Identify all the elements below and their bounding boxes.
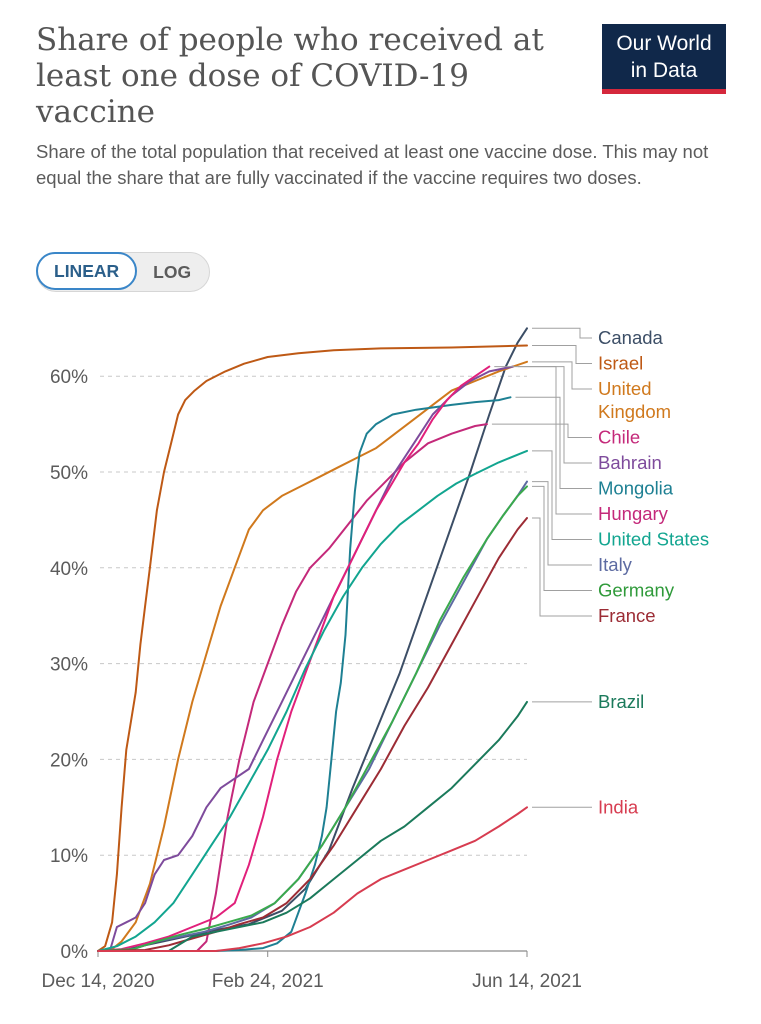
legend-connector	[517, 366, 592, 464]
linear-scale-button[interactable]: LINEAR	[36, 252, 138, 290]
legend-label-israel: Israel	[598, 353, 643, 374]
scale-toggle: LINEAR LOG	[36, 252, 211, 292]
line-chart: 0% 10% 20% 30% 40% 50% 60% Dec 14, 2020 Feb 24, …	[41, 327, 709, 992]
series-line-india[interactable]	[97, 806, 528, 952]
legend-connector	[494, 366, 592, 515]
legend-label-hungary: Hungary	[598, 503, 669, 524]
legend-label-united-states: United States	[598, 529, 709, 550]
legend-label-italy: Italy	[598, 554, 633, 575]
legend-connector	[532, 485, 592, 591]
series-line-israel[interactable]	[97, 344, 528, 952]
legend-label-bahrain: Bahrain	[598, 452, 662, 473]
x-tick-label: Jun 14, 2021	[472, 971, 582, 992]
y-tick-label: 20%	[50, 750, 88, 771]
legend-label-mongolia: Mongolia	[598, 478, 674, 499]
series-line-france[interactable]	[97, 517, 528, 952]
series-line-germany[interactable]	[97, 485, 528, 952]
legend-connector	[515, 396, 592, 489]
legend-label-france: France	[598, 605, 656, 626]
legend-label-united-kingdom: United	[598, 378, 651, 399]
series-line-bahrain[interactable]	[97, 365, 514, 952]
series-line-hungary[interactable]	[97, 365, 491, 952]
legend-label-united-kingdom: Kingdom	[598, 401, 671, 422]
chart-title: Share of people who received at least on…	[36, 22, 544, 130]
legend-connector	[532, 345, 592, 364]
series-line-mongolia[interactable]	[97, 396, 512, 952]
legend-label-chile: Chile	[598, 427, 640, 448]
legend-label-india: India	[598, 796, 639, 817]
series-line-chile[interactable]	[97, 423, 488, 952]
legend-connector	[532, 517, 592, 617]
y-tick-label: 50%	[50, 463, 88, 484]
y-tick-label: 60%	[50, 367, 88, 388]
series-line-brazil[interactable]	[97, 700, 528, 952]
y-tick-label: 0%	[61, 942, 89, 963]
legend-label-canada: Canada	[598, 327, 664, 348]
y-tick-label: 40%	[50, 559, 88, 580]
logo-line-1: Our World	[616, 32, 712, 55]
x-tick-label: Feb 24, 2021	[212, 971, 324, 992]
legend-label-germany: Germany	[598, 580, 675, 601]
legend-connector	[532, 481, 592, 566]
log-scale-button[interactable]: LOG	[153, 262, 192, 282]
legend-connector	[491, 423, 592, 438]
logo-line-2: in Data	[630, 59, 698, 82]
legend-label-brazil: Brazil	[598, 691, 644, 712]
series-line-united-states[interactable]	[97, 449, 528, 952]
chart-subtitle: Share of the total population that recei…	[36, 141, 709, 188]
legend-connector	[532, 327, 592, 339]
y-tick-label: 30%	[50, 655, 88, 676]
owid-logo[interactable]: Our World in Data	[602, 24, 726, 94]
legend-connector	[532, 361, 592, 390]
x-tick-label: Dec 14, 2020	[41, 971, 154, 992]
y-tick-label: 10%	[50, 846, 88, 867]
series-line-italy[interactable]	[97, 480, 528, 952]
legend-connector	[532, 450, 592, 540]
